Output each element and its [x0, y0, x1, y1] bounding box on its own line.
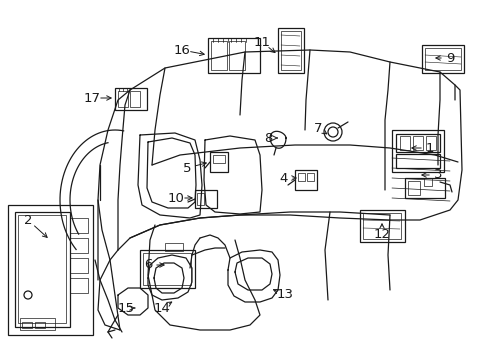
Bar	[407, 181, 419, 195]
Bar	[70, 258, 88, 273]
Bar	[228, 41, 244, 70]
Text: 5: 5	[183, 162, 191, 175]
Bar	[207, 38, 260, 73]
Text: 9: 9	[445, 51, 453, 64]
Bar	[306, 173, 313, 181]
Bar	[424, 48, 460, 70]
Bar	[213, 155, 224, 163]
Bar	[209, 152, 227, 172]
Bar	[362, 213, 400, 239]
Text: 13: 13	[276, 288, 293, 302]
Bar	[15, 212, 70, 327]
Bar	[278, 28, 304, 73]
Text: 8: 8	[263, 131, 272, 144]
Text: 16: 16	[173, 44, 190, 57]
Bar	[70, 238, 88, 253]
Bar	[425, 136, 435, 150]
Text: 6: 6	[143, 258, 152, 271]
Text: 17: 17	[83, 91, 101, 104]
Text: 10: 10	[167, 192, 184, 204]
Bar	[404, 178, 444, 198]
Bar	[391, 130, 443, 172]
Text: 15: 15	[117, 302, 134, 315]
Bar	[210, 41, 226, 70]
Text: 1: 1	[425, 141, 433, 154]
Bar	[395, 154, 439, 168]
Bar	[297, 173, 305, 181]
Bar	[423, 178, 431, 186]
Text: 14: 14	[153, 302, 170, 315]
Bar	[70, 278, 88, 293]
Bar	[164, 243, 183, 251]
Bar	[281, 31, 301, 70]
Bar	[195, 190, 217, 208]
Bar	[70, 218, 88, 233]
Text: 4: 4	[279, 171, 287, 184]
Text: 2: 2	[24, 213, 32, 226]
Bar	[130, 91, 140, 107]
Text: 3: 3	[433, 168, 441, 181]
Bar	[399, 136, 409, 150]
Bar	[18, 215, 66, 323]
Bar	[197, 193, 203, 205]
Bar	[118, 91, 128, 107]
Bar	[359, 210, 404, 242]
Bar	[140, 250, 195, 288]
Bar	[35, 322, 45, 328]
Bar	[22, 322, 32, 328]
Bar	[294, 170, 316, 190]
Bar	[421, 45, 463, 73]
Bar	[20, 318, 55, 330]
Text: 11: 11	[253, 36, 270, 49]
Text: 7: 7	[313, 122, 322, 135]
Bar	[142, 253, 191, 285]
Bar	[395, 134, 439, 152]
Text: 12: 12	[373, 229, 390, 242]
Bar	[115, 88, 147, 110]
Bar	[412, 136, 422, 150]
Bar	[8, 205, 93, 335]
